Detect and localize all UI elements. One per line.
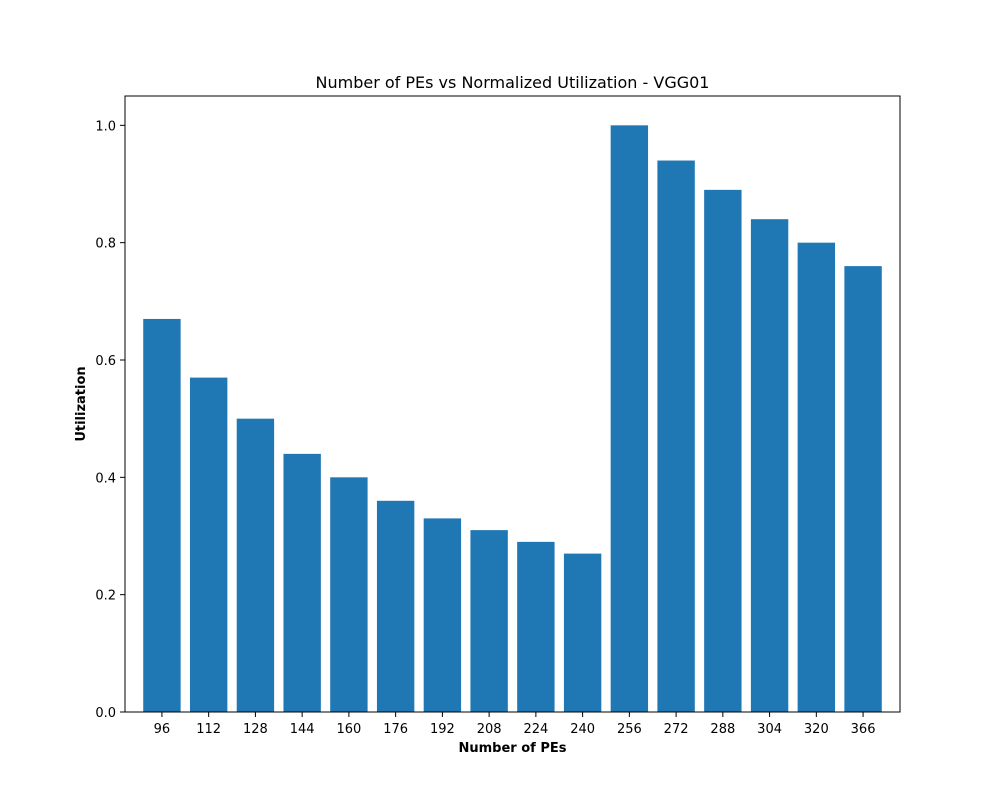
x-tick-label: 160 bbox=[336, 722, 361, 737]
x-tick-label: 192 bbox=[430, 722, 455, 737]
x-tick-label: 128 bbox=[243, 722, 268, 737]
y-tick-label: 0.4 bbox=[95, 471, 116, 486]
x-tick-label: 256 bbox=[617, 722, 642, 737]
x-tick-label: 366 bbox=[851, 722, 876, 737]
y-tick-label: 0.8 bbox=[95, 237, 116, 252]
bar-192 bbox=[423, 518, 462, 712]
bar-112 bbox=[189, 377, 228, 712]
bar-96 bbox=[143, 318, 181, 712]
chart-title: Number of PEs vs Normalized Utilization … bbox=[316, 73, 710, 92]
bar-288 bbox=[704, 189, 742, 712]
x-tick-label: 272 bbox=[664, 722, 689, 737]
x-tick-label: 240 bbox=[570, 722, 595, 737]
x-tick-label: 144 bbox=[290, 722, 315, 737]
x-axis-label: Number of PEs bbox=[459, 741, 567, 756]
bar-304 bbox=[750, 219, 789, 712]
bar-320 bbox=[797, 242, 836, 712]
y-tick-label: 0.0 bbox=[95, 706, 116, 721]
bar-272 bbox=[657, 160, 695, 713]
x-tick-label: 304 bbox=[757, 722, 782, 737]
x-tick-label: 96 bbox=[154, 722, 171, 737]
x-ticks-group: 96 112 128 144 160 176 192 208 224 240 256 272 288 30… bbox=[154, 712, 876, 737]
bar-240 bbox=[563, 553, 602, 712]
x-tick-label: 208 bbox=[477, 722, 502, 737]
bar-144 bbox=[283, 453, 321, 712]
bar-160 bbox=[330, 477, 368, 712]
y-axis-label: Utilization bbox=[74, 366, 89, 441]
x-tick-label: 176 bbox=[383, 722, 408, 737]
plot-frame bbox=[124, 95, 901, 713]
bar-256 bbox=[610, 125, 649, 713]
bar-176 bbox=[376, 500, 415, 712]
bar-366 bbox=[844, 266, 882, 712]
x-tick-label: 288 bbox=[710, 722, 735, 737]
x-tick-label: 224 bbox=[523, 722, 548, 737]
bar-208 bbox=[470, 530, 508, 712]
x-tick-label: 112 bbox=[196, 722, 221, 737]
y-tick-label: 1.0 bbox=[95, 119, 116, 134]
y-tick-label: 0.6 bbox=[95, 354, 116, 369]
y-ticks-group: 0.0 0.2 0.4 0.6 0.8 1.0 bbox=[95, 119, 125, 721]
bars-group bbox=[143, 125, 882, 713]
bar-128 bbox=[236, 418, 275, 712]
y-tick-label: 0.2 bbox=[95, 589, 116, 604]
bar-224 bbox=[517, 541, 555, 712]
x-tick-label: 320 bbox=[804, 722, 829, 737]
